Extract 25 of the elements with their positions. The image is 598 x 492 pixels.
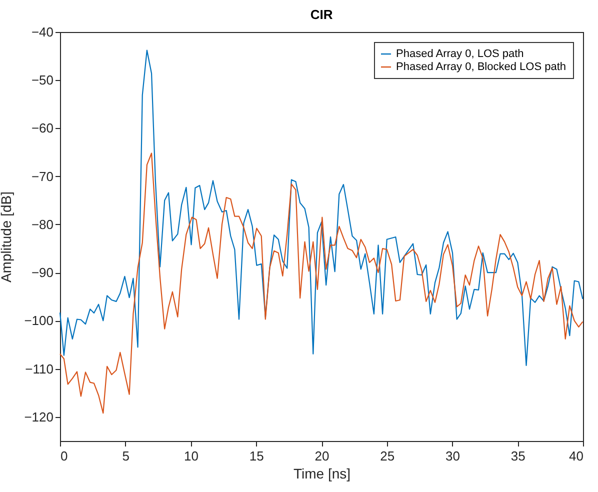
x-tick-label: 5 [122,448,130,464]
y-tick-label: −70 [31,168,54,184]
y-tick-label: −50 [31,72,54,88]
x-tick-label: 40 [569,448,584,464]
y-tick-label: −110 [25,361,54,376]
x-tick-label: 30 [446,448,460,464]
legend-label: Phased Array 0, LOS path [396,48,524,60]
x-tick-label: 0 [60,448,68,464]
x-tick-label: 20 [314,448,330,464]
x-tick-label: 25 [380,448,395,464]
chart-title: CIR [310,7,334,22]
y-tick-label: −100 [24,313,54,328]
line-series [59,50,584,366]
y-tick-label: −120 [24,409,54,424]
legend-label: Phased Array 0, Blocked LOS path [396,61,566,73]
x-tick-label: 15 [249,448,264,464]
x-tick-label: 10 [184,448,198,464]
x-axis-title: Time [ns] [293,466,351,482]
line-series [59,152,584,414]
y-axis-title: Amplitude [dB] [0,191,14,283]
x-tick-label: 35 [510,448,526,464]
y-tick-label: −60 [31,120,54,136]
y-tick-label: −40 [31,24,54,40]
y-tick-label: −90 [31,265,54,280]
y-tick-label: −80 [31,216,54,232]
